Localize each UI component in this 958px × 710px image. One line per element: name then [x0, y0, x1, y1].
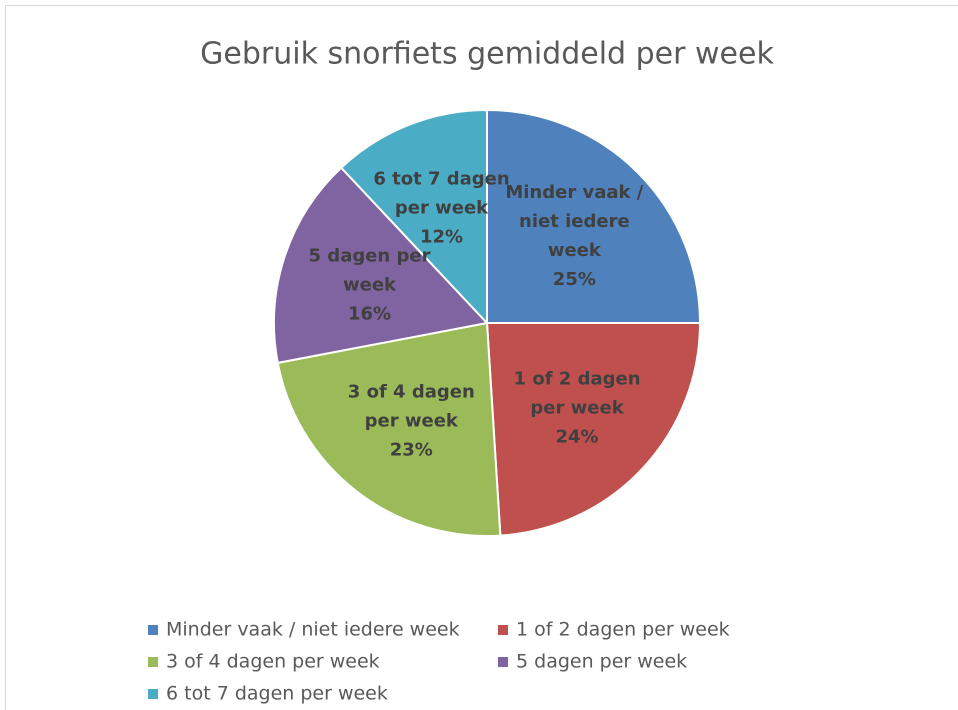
slice-label: 3 of 4 dagen per week 23%: [341, 377, 481, 464]
slice-category: Minder vaak / niet iedere week: [505, 181, 644, 261]
slice-value: 23%: [389, 439, 433, 461]
slice-value: 24%: [555, 426, 599, 448]
legend-label: 6 tot 7 dagen per week: [166, 683, 388, 705]
legend-label: 3 of 4 dagen per week: [166, 651, 380, 673]
legend-swatch: [148, 625, 158, 635]
slice-label: 5 dagen per week 16%: [300, 241, 440, 328]
slice-value: 12%: [419, 226, 464, 248]
legend-swatch: [148, 689, 158, 699]
slice-category: 1 of 2 dagen per week: [513, 368, 641, 419]
slice-category: 5 dagen per week: [308, 245, 431, 296]
legend-swatch: [148, 657, 158, 667]
chart-title: Gebruik snorfiets gemiddeld per week: [200, 37, 774, 72]
legend-swatch: [498, 657, 508, 667]
pie-slice: [339, 108, 488, 326]
legend-swatch: [498, 625, 508, 635]
pie-slice: [273, 166, 489, 365]
slice-value: 16%: [347, 303, 392, 325]
chart-border: [5, 5, 958, 710]
slice-label: Minder vaak / niet iedere week 25%: [504, 178, 644, 294]
slice-value: 25%: [552, 268, 596, 290]
slice-label: 6 tot 7 dagen per week 12%: [372, 165, 512, 252]
slice-category: 3 of 4 dagen per week: [347, 381, 475, 432]
pie-slice: [486, 108, 702, 324]
pie-slice: [276, 321, 502, 537]
slice-category: 6 tot 7 dagen per week: [373, 168, 510, 219]
slice-label: 1 of 2 dagen per week 24%: [507, 364, 647, 451]
legend-label: Minder vaak / niet iedere week: [166, 619, 460, 641]
pie-slice: [485, 322, 702, 537]
legend-label: 1 of 2 dagen per week: [516, 619, 730, 641]
legend-label: 5 dagen per week: [516, 651, 687, 673]
